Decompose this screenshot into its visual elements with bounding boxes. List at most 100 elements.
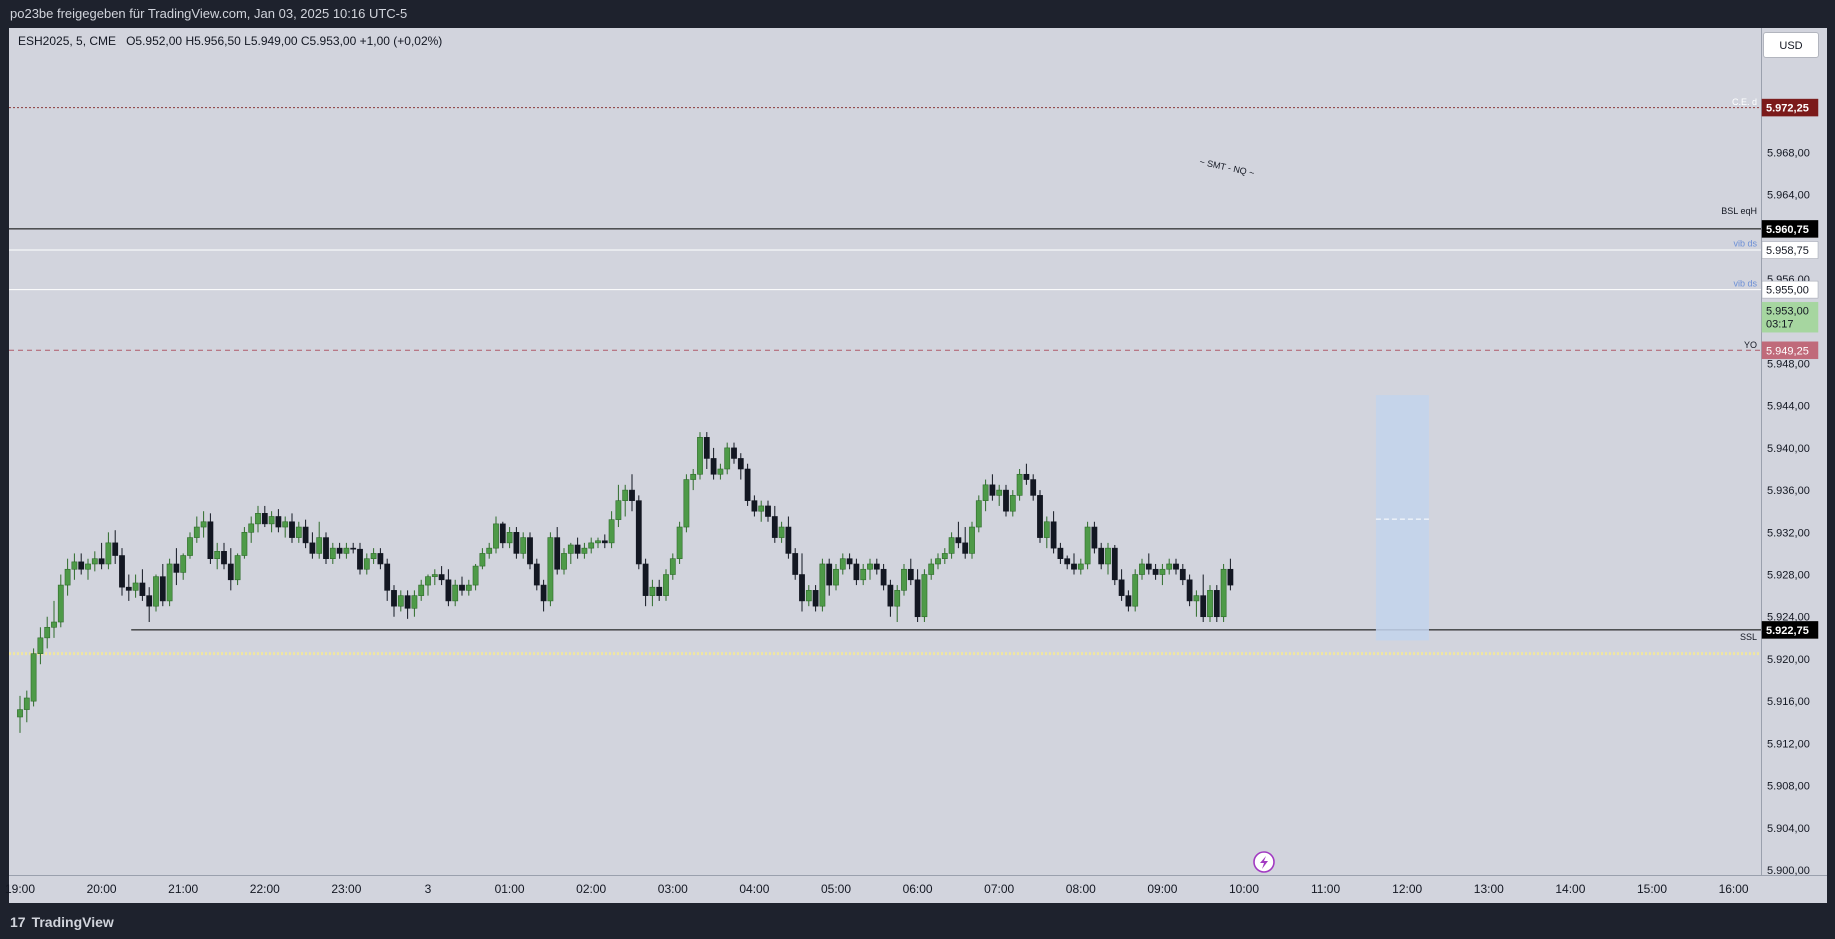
time-tick-label: 03:00 — [658, 882, 688, 896]
candle-body — [146, 595, 153, 607]
candle-body — [1125, 595, 1132, 607]
candle-body — [887, 584, 894, 607]
candle-body — [153, 576, 159, 607]
time-tick-label: 3 — [425, 882, 432, 896]
candle-body — [329, 547, 336, 559]
candle-body — [771, 516, 778, 538]
candle-body — [935, 558, 941, 565]
time-axis[interactable] — [9, 875, 1827, 904]
candle-body — [989, 484, 996, 496]
time-tick-label: 01:00 — [495, 882, 525, 896]
price-tick-label: 5.936,00 — [1767, 485, 1810, 497]
level-annotation: vib ds — [1733, 239, 1757, 249]
candle-body — [159, 576, 166, 602]
candle-body — [642, 563, 649, 596]
candle-body — [574, 544, 581, 554]
candle-body — [343, 547, 350, 554]
candle-body — [1111, 547, 1118, 581]
price-label: 5.953,00 — [1766, 306, 1809, 318]
candle-body — [969, 526, 975, 554]
candle-body — [105, 542, 112, 565]
candle-body — [982, 484, 989, 501]
candle-body — [1159, 568, 1166, 575]
candle-body — [1003, 489, 1009, 512]
candle-body — [44, 626, 51, 639]
candle-body — [669, 558, 676, 575]
candle-body — [180, 555, 187, 573]
candle-body — [221, 551, 227, 565]
smt-annotation: ~ SMT - NQ ~ — [1199, 157, 1256, 178]
time-tick-label: 20:00 — [87, 882, 117, 896]
candle-body — [17, 709, 23, 718]
time-tick-label: 22:00 — [250, 882, 280, 896]
level-annotation: YO — [1744, 340, 1757, 350]
time-tick-label: 10:00 — [1229, 882, 1259, 896]
candle-body — [622, 489, 629, 501]
candle-body — [1179, 568, 1186, 581]
candle-body — [601, 540, 608, 544]
candle-body — [51, 621, 57, 628]
candle-body — [255, 513, 261, 525]
candle-body — [1037, 495, 1043, 538]
candle-body — [1084, 526, 1091, 565]
candle-body — [717, 468, 724, 475]
price-label-box — [1761, 98, 1819, 117]
candle-body — [1132, 574, 1139, 607]
candle-body — [268, 516, 275, 525]
candle-body — [78, 561, 85, 570]
candle-body — [23, 697, 30, 710]
candle-body — [459, 584, 465, 591]
candle-body — [581, 547, 588, 554]
candle-body — [853, 563, 860, 581]
price-label: 5.958,75 — [1766, 245, 1809, 257]
candle-body — [350, 547, 357, 550]
candle-body — [85, 563, 91, 570]
chart-pane[interactable] — [9, 28, 1761, 875]
candle-body — [833, 568, 839, 586]
candle-body — [227, 563, 234, 581]
symbol-name[interactable]: ESH2025, 5, CME — [18, 34, 117, 48]
candle-body — [1091, 526, 1098, 549]
candle-body — [860, 568, 867, 581]
candle-body — [561, 553, 567, 570]
candle-body — [438, 574, 445, 581]
candle-body — [819, 563, 826, 607]
tradingview-logo-icon: 17 — [10, 914, 26, 930]
candle-body — [1227, 568, 1234, 586]
time-tick-label: 07:00 — [984, 882, 1014, 896]
time-tick-label: 19:00 — [5, 882, 35, 896]
time-tick-label: 16:00 — [1719, 882, 1749, 896]
candle-body — [30, 653, 37, 702]
time-tick-label: 02:00 — [576, 882, 606, 896]
candle-body — [1200, 595, 1207, 618]
price-tick-label: 5.920,00 — [1767, 654, 1810, 666]
currency-button[interactable]: USD — [1763, 32, 1819, 58]
candle-body — [867, 563, 873, 570]
candle-body — [282, 521, 289, 528]
candle-body — [588, 542, 595, 549]
candle-body — [64, 568, 71, 586]
candle-body — [846, 558, 853, 565]
candle-body — [744, 468, 751, 501]
candle-body — [839, 558, 846, 570]
candle-body — [894, 590, 901, 607]
candle-body — [404, 595, 411, 609]
candle-body — [513, 532, 520, 554]
candle-body — [778, 526, 785, 538]
candle-body — [445, 579, 452, 602]
candle-body — [452, 584, 459, 602]
candle-body — [1016, 473, 1023, 496]
tradingview-logo[interactable]: 17 TradingView — [10, 914, 114, 930]
candle-body — [1105, 547, 1111, 565]
time-tick-label: 06:00 — [903, 882, 933, 896]
candle-body — [1139, 563, 1145, 575]
candle-body — [635, 500, 642, 565]
candle-body — [1220, 568, 1227, 618]
candle-body — [812, 590, 819, 607]
candle-body — [962, 542, 969, 554]
price-scale[interactable] — [1761, 28, 1828, 875]
candle-body — [411, 595, 418, 609]
candle-body — [214, 551, 221, 559]
time-tick-label: 14:00 — [1555, 882, 1585, 896]
candle-body — [486, 547, 493, 554]
